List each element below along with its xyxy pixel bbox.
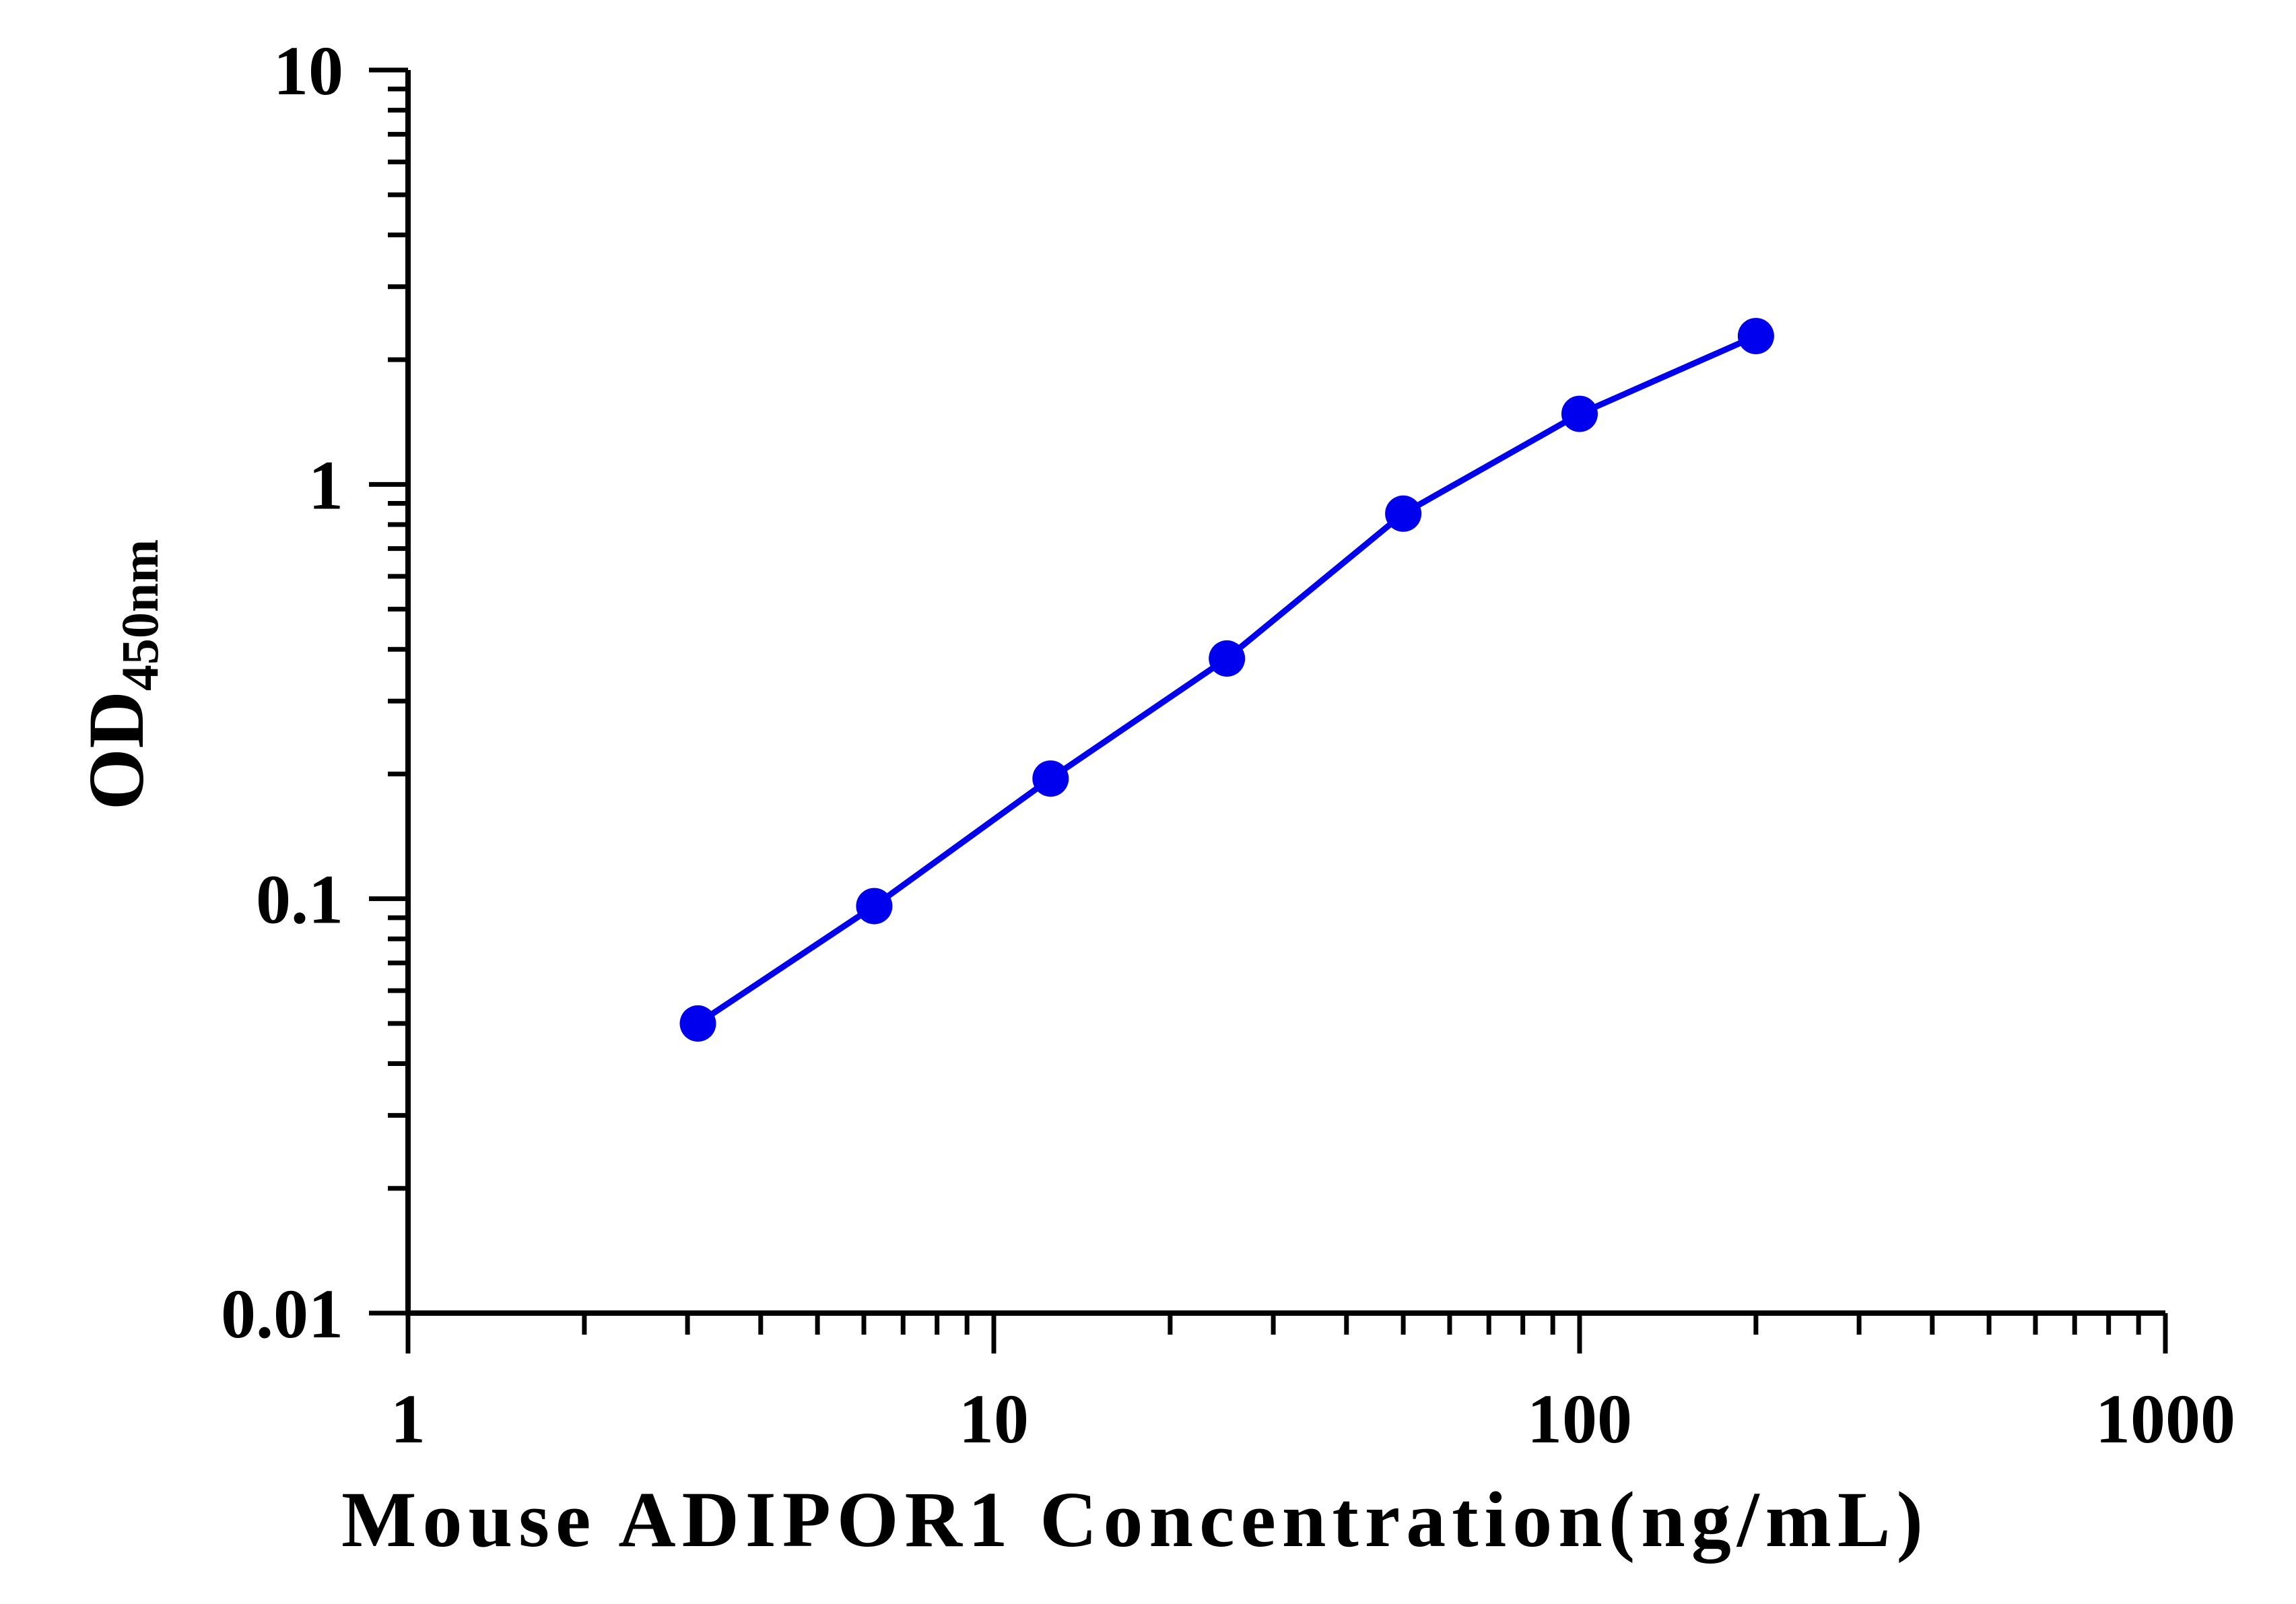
data-point: [1209, 640, 1246, 677]
y-tick-label: 1: [308, 446, 343, 524]
y-tick-labels: 0.01 0.1 1 10: [221, 32, 343, 1353]
y-axis-title: OD450nm: [72, 539, 169, 810]
data-point: [1561, 395, 1598, 432]
y-tick-label: 10: [273, 32, 343, 110]
axes: 0.01 0.1 1 10 1 10 100 1000: [221, 32, 2235, 1458]
x-tick-labels: 1 10 100 1000: [391, 1380, 2235, 1458]
data-point: [1385, 495, 1422, 532]
data-point: [856, 888, 893, 925]
series-line: [696, 333, 1757, 1026]
y-axis-title-main: OD: [72, 691, 160, 810]
x-ticks: [405, 1313, 2168, 1354]
data-point: [1737, 318, 1774, 355]
series-layer: [679, 318, 1774, 1042]
y-tick-label: 0.1: [256, 861, 343, 939]
y-ticks: [369, 67, 408, 1316]
x-tick-label: 1: [391, 1380, 426, 1458]
y-tick-label: 0.01: [221, 1275, 343, 1353]
x-tick-label: 1000: [2095, 1380, 2235, 1458]
data-point: [1032, 760, 1069, 797]
x-tick-label: 10: [959, 1380, 1029, 1458]
x-tick-label: 100: [1527, 1380, 1632, 1458]
y-axis-title-subscript: 450nm: [110, 539, 169, 691]
data-point: [679, 1005, 716, 1042]
x-axis-title: Mouse ADIPOR1 Concentration(ng/mL): [341, 1475, 1929, 1564]
